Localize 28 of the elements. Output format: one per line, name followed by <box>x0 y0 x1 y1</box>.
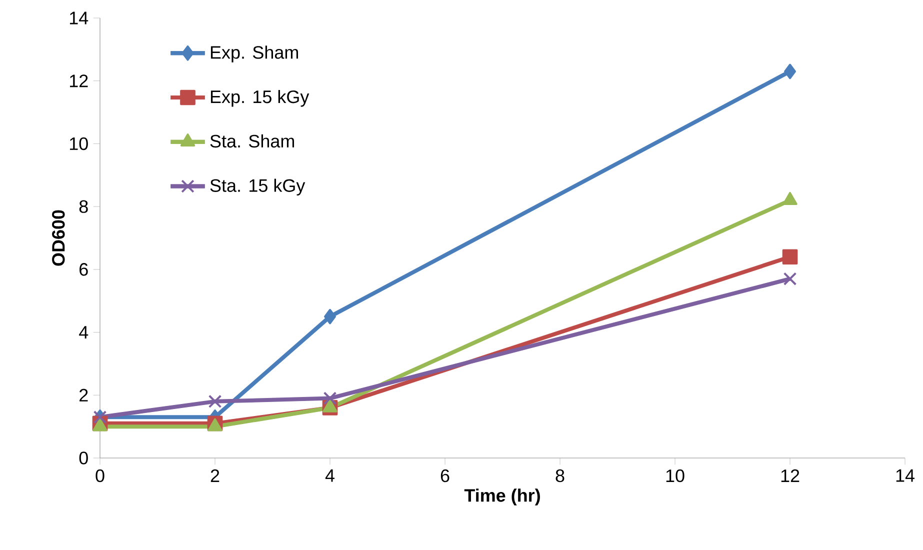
point <box>323 392 337 405</box>
point <box>208 394 222 408</box>
point <box>324 308 336 324</box>
y-tick-label: 2 <box>80 388 88 402</box>
legend-label: Exp. Sham <box>210 46 298 62</box>
x-tick-label: 2 <box>210 469 220 482</box>
y-tick-label: 0 <box>79 452 88 464</box>
y-tick-label: 8 <box>79 200 88 213</box>
x-tick-label: 10 <box>666 469 684 482</box>
legend-label: Sta. Sham <box>210 134 294 148</box>
x-tick-label: 8 <box>556 469 564 482</box>
y-tick-label: 6 <box>80 263 88 276</box>
point <box>783 272 797 286</box>
x-tick-label: 6 <box>440 469 450 482</box>
x-tick-label: 4 <box>325 469 334 482</box>
x-axis-title: Time (hr) <box>464 488 540 506</box>
x-tick-label: 12 <box>781 469 800 482</box>
point <box>784 64 796 80</box>
y-tick-label: 4 <box>79 326 88 338</box>
point <box>782 249 798 265</box>
x-tick-label: 14 <box>896 469 915 482</box>
y-axis-title: OD600 <box>52 210 65 266</box>
legend-label: Exp. 15 kGy <box>210 90 310 107</box>
y-tick-label: 12 <box>70 74 88 88</box>
legend-label: Sta. 15 kGy <box>210 178 306 196</box>
x-tick-label: 0 <box>96 469 104 482</box>
y-tick-label: 14 <box>70 12 88 24</box>
y-tick-label: 10 <box>70 137 88 150</box>
